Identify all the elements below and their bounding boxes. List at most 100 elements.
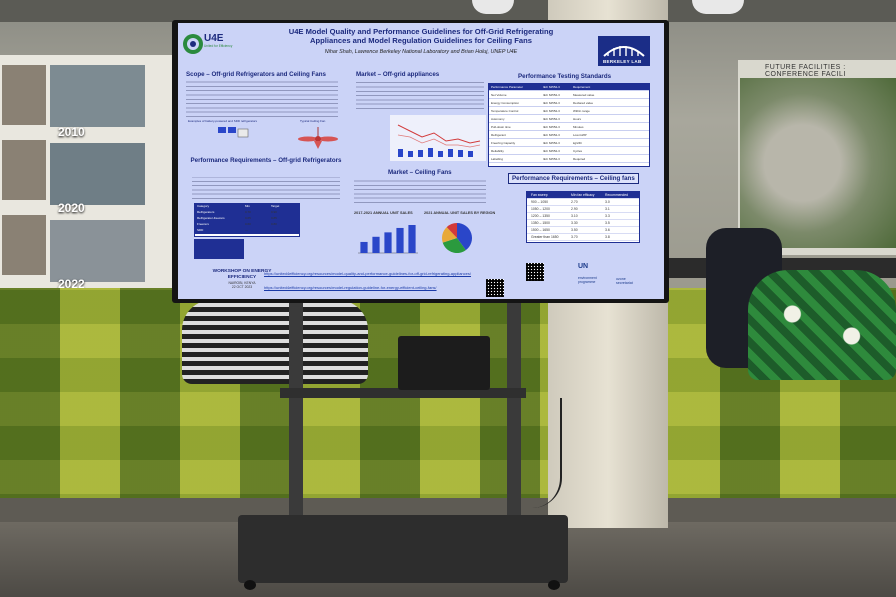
u4e-logo-text: U4E	[204, 33, 224, 44]
section-perf-fridges-heading: Performance Requirements – Off-grid Refr…	[190, 157, 342, 164]
table-row: Greater than 1650 3.70 3.8	[527, 234, 639, 241]
stand-base	[238, 515, 568, 583]
table-cell: Min	[245, 204, 250, 208]
table-cell: Refrigerator-freezers	[197, 216, 225, 220]
table-cell: Energy Consumption	[491, 101, 520, 105]
table-cell: Recommended	[605, 193, 628, 197]
table-cell: 1350 – 1500	[531, 221, 550, 225]
scope-body-text	[186, 81, 338, 117]
table-cell: Category	[197, 204, 210, 208]
guideline-link[interactable]: https://united4efficiency.org/resources/…	[264, 285, 437, 290]
table-cell: Freezers	[197, 222, 209, 226]
section-testing-heading: Performance Testing Standards	[518, 73, 612, 80]
table-cell: Required	[573, 157, 586, 161]
pie-chart-caption: 2021 ANNUAL UNIT SALES BY REGION	[424, 211, 496, 215]
table-cell: Minutes	[573, 125, 584, 129]
pie-slice	[442, 227, 457, 243]
table-header-row: Fan sweep Min fan efficacy Recommended	[527, 192, 639, 199]
table-row: Energy Consumption IEC 62552-3 Declared …	[489, 100, 649, 107]
table-cell: 3.5	[605, 221, 610, 225]
table-cell: 1200 – 1350	[531, 214, 550, 218]
table-header-row: Category Min Target	[195, 204, 299, 210]
unep-subtitle: environment programme	[578, 276, 597, 284]
table-row: Freezers 0.60 0.80	[195, 222, 299, 228]
table-row: Net Volume IEC 62552-3 Measured value	[489, 92, 649, 99]
ozone-line: secretariat	[616, 281, 633, 285]
table-cell: kg/24h	[573, 141, 583, 145]
table-cell: Performance Parameter	[491, 85, 524, 89]
table-cell: SDD	[197, 228, 204, 232]
qr-code[interactable]	[526, 263, 544, 281]
ceiling-light	[692, 0, 744, 14]
table-cell: Target	[271, 204, 280, 208]
carpet	[0, 288, 896, 528]
table-cell: 3.1	[605, 207, 610, 211]
table-cell: Min fan efficacy	[571, 193, 595, 197]
table-row: Labelling IEC 62552-3 Required	[489, 156, 649, 163]
table-cell: 0.85	[271, 216, 277, 220]
unep-sub-line: environment	[578, 276, 597, 280]
board-photo	[2, 140, 46, 200]
fridge-body-text	[192, 177, 340, 199]
table-cell: 0.80	[271, 222, 277, 226]
region-sales-pie-chart	[442, 223, 472, 253]
table-cell: Within range	[573, 109, 590, 113]
refrigerant-table	[194, 239, 244, 259]
table-cell: 3.30	[571, 221, 578, 225]
table-row: Refrigerator-freezers 0.65 0.85	[195, 216, 299, 222]
table-header-row: Performance Parameter IEC 62552-3 Requir…	[489, 84, 649, 91]
table-cell: IEC 62552-3	[543, 85, 560, 89]
stand-pole	[507, 295, 521, 515]
table-cell: 2.90	[571, 207, 578, 211]
wheel	[548, 580, 560, 590]
chair-striped	[182, 300, 368, 384]
ceiling-fan-icon	[298, 127, 338, 149]
testing-standards-table: Performance Parameter IEC 62552-3 Requir…	[488, 83, 650, 167]
qr-code[interactable]	[486, 279, 504, 297]
board-year: 2020	[58, 201, 85, 215]
fridge-performance-table: Category Min Target Refrigerators 0.70 0…	[194, 203, 300, 237]
section-market-fans-heading: Market – Ceiling Fans	[388, 169, 452, 176]
table-row: 1200 – 1350 3.10 3.3	[527, 213, 639, 220]
table-cell: IEC 62552-3	[543, 117, 560, 121]
table-cell: 0.60	[245, 222, 251, 226]
table-cell: 3.0	[605, 200, 610, 204]
u4e-logo-icon	[183, 34, 203, 54]
poster-screen: U4E United for Efficiency U4E Model Qual…	[178, 23, 664, 299]
solar-panel-icon	[218, 127, 249, 138]
laptop	[398, 336, 490, 390]
table-cell: 2.70	[571, 200, 578, 204]
ceiling	[0, 0, 896, 22]
workshop-place: NAIROBI, KENYA	[228, 281, 256, 285]
berkeley-logo-icon	[603, 46, 645, 57]
workshop-date: 22 OCT 2023	[231, 285, 253, 289]
table-cell: Fan sweep	[531, 193, 548, 197]
table-cell: 900 – 1050	[531, 200, 548, 204]
table-cell: Refrigerant	[491, 133, 506, 137]
bar-chart-caption: 2017-2021 ANNUAL UNIT SALES	[354, 211, 413, 215]
bar	[360, 241, 368, 253]
poster-authors: Nihar Shah, Lawrence Berkeley National L…	[324, 49, 518, 55]
table-row: Pull-down time IEC 62552-3 Minutes	[489, 124, 649, 131]
table-row: 1350 – 1500 3.30 3.5	[527, 220, 639, 227]
board-photo	[2, 215, 46, 275]
table-cell: IEC 62552-3	[543, 141, 560, 145]
table-cell: Refrigerators	[197, 210, 215, 214]
table-cell: 3.10	[571, 214, 578, 218]
table-cell: Greater than 1650	[531, 235, 559, 239]
guideline-link[interactable]: https://united4efficiency.org/resources/…	[264, 271, 471, 276]
table-cell: 0.65	[245, 216, 251, 220]
pie-slice	[446, 223, 457, 238]
table-row: 1500 – 1650 3.50 3.6	[527, 227, 639, 234]
bar	[372, 236, 380, 253]
table-cell: Net Volume	[491, 93, 507, 97]
fan-performance-table: Fan sweep Min fan efficacy Recommended 9…	[526, 191, 640, 243]
ozone-secretariat-text: ozone secretariat	[616, 277, 633, 285]
table-row: Temperature Control IEC 62552-3 Within r…	[489, 108, 649, 115]
table-cell: 3.50	[571, 228, 578, 232]
market-line-chart	[390, 115, 486, 161]
berkeley-logo-text: BERKELEY LAB	[603, 59, 642, 64]
table-row: SDD — —	[195, 228, 299, 234]
ceiling-light	[472, 0, 514, 14]
table-cell: Labelling	[491, 157, 504, 161]
